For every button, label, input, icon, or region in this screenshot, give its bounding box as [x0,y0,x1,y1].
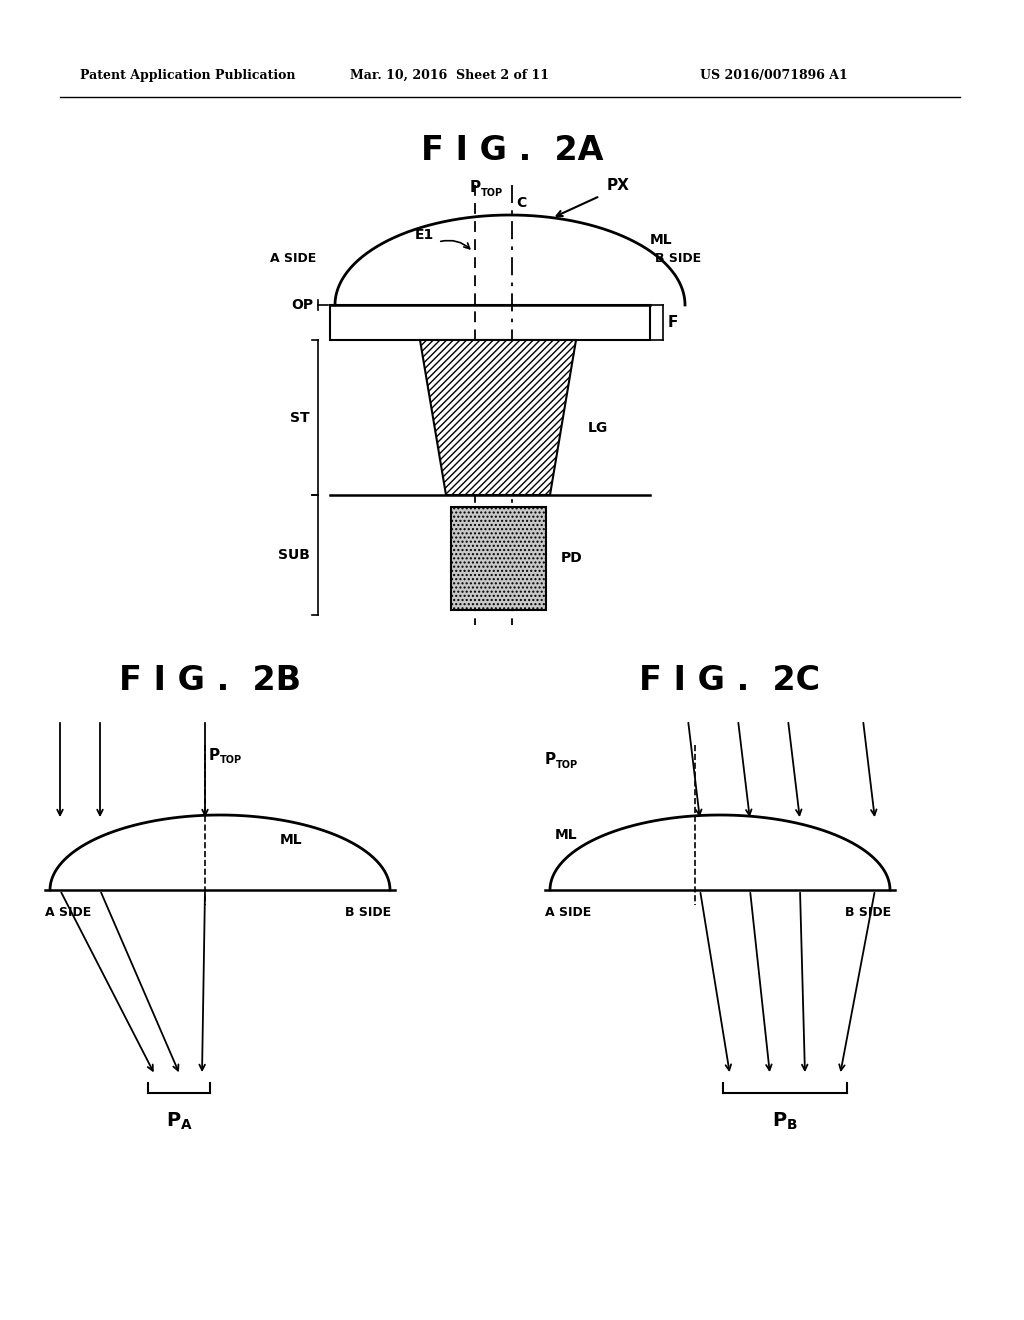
Text: F I G .  2C: F I G . 2C [639,664,820,697]
Text: ML: ML [555,828,578,842]
Text: A SIDE: A SIDE [270,252,316,264]
Text: TOP: TOP [481,187,503,198]
Text: B SIDE: B SIDE [655,252,701,264]
Text: A SIDE: A SIDE [45,906,91,919]
Text: B SIDE: B SIDE [345,906,391,919]
Text: ML: ML [280,833,303,847]
Text: TOP: TOP [220,755,242,766]
Bar [330,305,650,341]
Text: LG: LG [588,421,608,434]
Text: F: F [668,315,678,330]
Text: E1: E1 [415,228,434,242]
Text: US 2016/0071896 A1: US 2016/0071896 A1 [700,69,848,82]
Text: F I G .  2B: F I G . 2B [119,664,301,697]
Text: P: P [209,747,220,763]
Text: P: P [470,181,481,195]
Text: ST: ST [291,411,310,425]
Bar [451,507,546,610]
Text: TOP: TOP [556,760,579,770]
Text: Mar. 10, 2016  Sheet 2 of 11: Mar. 10, 2016 Sheet 2 of 11 [350,69,550,82]
Text: SUB: SUB [279,548,310,562]
Text: P: P [545,752,556,767]
Text: PD: PD [561,552,583,565]
Text: P$_\mathregular{A}$: P$_\mathregular{A}$ [166,1111,193,1133]
Text: OP: OP [291,298,313,312]
Text: C: C [516,195,526,210]
Text: PX: PX [607,177,630,193]
Text: A SIDE: A SIDE [545,906,591,919]
Text: B SIDE: B SIDE [845,906,891,919]
Polygon shape [420,341,575,495]
Text: P$_\mathregular{B}$: P$_\mathregular{B}$ [772,1111,798,1133]
Text: Patent Application Publication: Patent Application Publication [80,69,296,82]
Text: F I G .  2A: F I G . 2A [421,133,603,166]
Text: ML: ML [650,234,673,247]
